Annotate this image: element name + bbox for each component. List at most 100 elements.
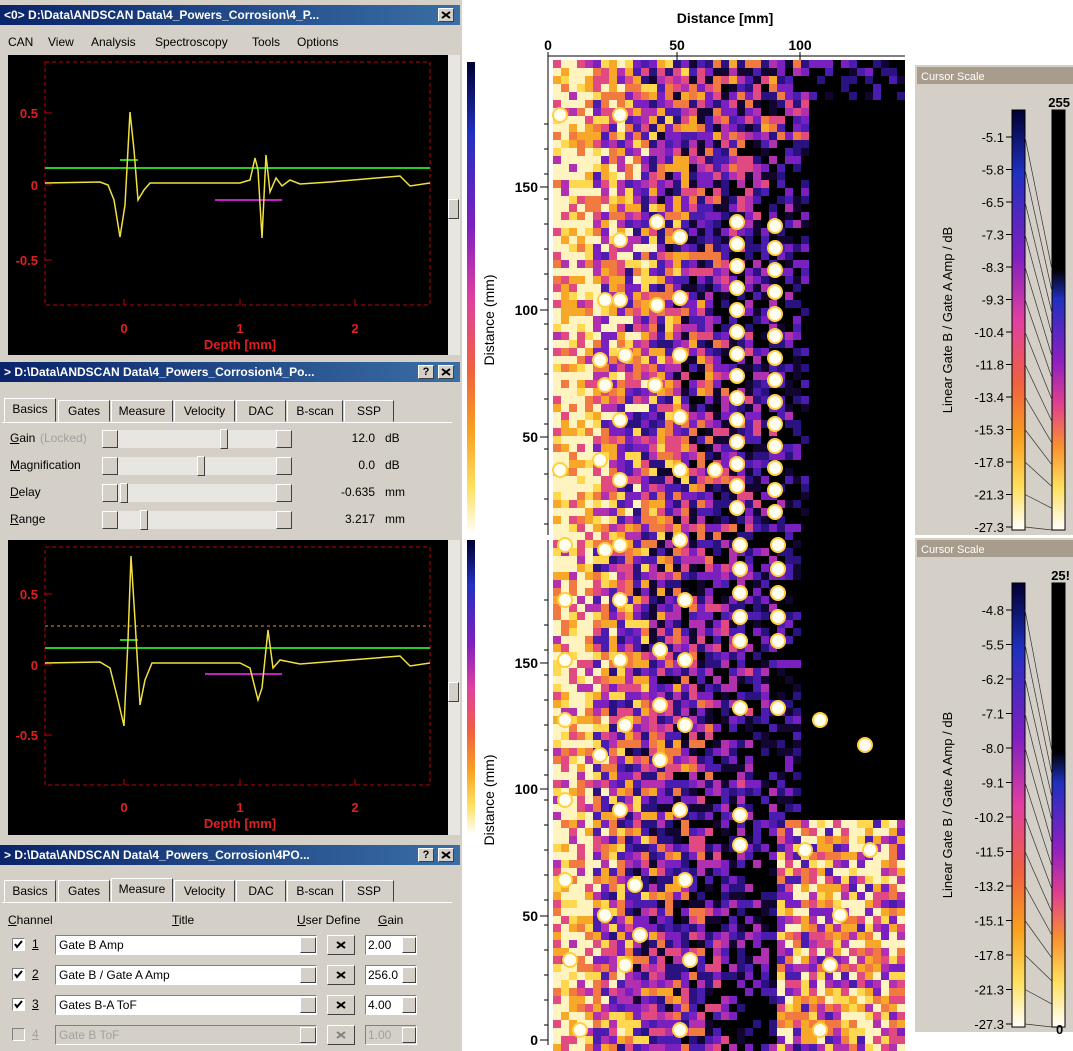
combo-arrow[interactable]: [402, 997, 416, 1013]
checkbox[interactable]: [12, 998, 25, 1011]
cscan-pixel: [817, 756, 825, 764]
slider-track[interactable]: [118, 484, 278, 502]
slider-left[interactable]: [102, 430, 118, 448]
help-button[interactable]: ?: [418, 848, 434, 862]
tab[interactable]: SSP: [344, 400, 394, 422]
combo-arrow[interactable]: [402, 937, 416, 953]
cscan-pixel: [593, 868, 601, 876]
cscan-pixel: [889, 164, 897, 172]
tab[interactable]: Measure: [111, 878, 173, 902]
cscan-pixel: [585, 428, 593, 436]
cscan-pixel: [617, 852, 625, 860]
menu-item[interactable]: Tools: [252, 35, 280, 49]
cscan-pixel: [689, 484, 697, 492]
scroll-thumb[interactable]: [448, 682, 459, 702]
slider-left[interactable]: [102, 457, 118, 475]
cscan-pixel: [553, 692, 561, 700]
cscan-pixel: [665, 404, 673, 412]
cscan-pixel: [865, 596, 873, 604]
cscan-pixel: [641, 212, 649, 220]
user-define-button[interactable]: [327, 995, 355, 1015]
tab[interactable]: DAC: [236, 400, 286, 422]
slider-thumb[interactable]: [197, 456, 205, 476]
title-combo[interactable]: Gate B / Gate A Amp: [55, 965, 317, 985]
slider-left[interactable]: [102, 511, 118, 529]
cscan-pixel: [633, 820, 641, 828]
cscan-pixel: [625, 276, 633, 284]
cscan-pixel: [897, 860, 905, 868]
combo-arrow[interactable]: [300, 937, 316, 953]
tab[interactable]: Measure: [111, 400, 173, 422]
menu-item[interactable]: Spectroscopy: [155, 35, 228, 49]
close-button[interactable]: [438, 848, 454, 862]
tab[interactable]: B-scan: [287, 400, 343, 422]
slider-track[interactable]: [118, 430, 278, 448]
cscan-pixel: [721, 492, 729, 500]
title-combo[interactable]: Gate B Amp: [55, 935, 317, 955]
tab[interactable]: SSP: [344, 880, 394, 902]
slider-right[interactable]: [276, 430, 292, 448]
cscan-pixel: [889, 916, 897, 924]
cscan-pixel: [681, 500, 689, 508]
cscan-pixel: [593, 428, 601, 436]
slider-left[interactable]: [102, 484, 118, 502]
gain-combo[interactable]: 2.00: [365, 935, 417, 955]
menu-item[interactable]: CAN: [8, 35, 33, 49]
cscan-pixel: [865, 284, 873, 292]
title-combo[interactable]: Gates B-A ToF: [55, 995, 317, 1015]
cscan-pixel: [577, 900, 585, 908]
tab[interactable]: Gates: [58, 400, 110, 422]
scroll-thumb[interactable]: [448, 199, 459, 219]
slider-thumb[interactable]: [220, 429, 228, 449]
gain-combo[interactable]: 4.00: [365, 995, 417, 1015]
cscan-pixel: [833, 652, 841, 660]
cscan-pixel: [817, 772, 825, 780]
slider-right[interactable]: [276, 484, 292, 502]
cscan-pixel: [553, 252, 561, 260]
tab[interactable]: B-scan: [287, 880, 343, 902]
slider-thumb[interactable]: [120, 483, 128, 503]
tab[interactable]: Velocity: [174, 400, 235, 422]
combo-arrow[interactable]: [402, 967, 416, 983]
cscan-pixel: [777, 900, 785, 908]
cscan-pixel: [697, 436, 705, 444]
gain-combo[interactable]: 256.0: [365, 965, 417, 985]
cscan-pixel: [769, 804, 777, 812]
tab[interactable]: Velocity: [174, 880, 235, 902]
slider-right[interactable]: [276, 457, 292, 475]
menu-item[interactable]: Analysis: [91, 35, 136, 49]
menu-item[interactable]: Options: [297, 35, 338, 49]
tab[interactable]: Basics: [4, 398, 56, 422]
checkbox[interactable]: [12, 968, 25, 981]
tab[interactable]: DAC: [236, 880, 286, 902]
combo-arrow[interactable]: [300, 967, 316, 983]
user-define-button[interactable]: [327, 965, 355, 985]
combo-arrow: [300, 1027, 316, 1043]
cscan-pixel: [569, 476, 577, 484]
cscan-pixel: [793, 644, 801, 652]
cscan-pixel: [713, 748, 721, 756]
cscan-pixel: [897, 116, 905, 124]
cscan-pixel: [745, 380, 753, 388]
cscan-pixel: [801, 460, 809, 468]
close-button[interactable]: [438, 8, 454, 22]
slider-thumb[interactable]: [140, 510, 148, 530]
cscan-pixel: [705, 204, 713, 212]
cscan-pixel: [561, 908, 569, 916]
cscan-pixel: [697, 500, 705, 508]
cscan-pixel: [753, 564, 761, 572]
slider-right[interactable]: [276, 511, 292, 529]
menu-item[interactable]: View: [48, 35, 74, 49]
cscan-pixel: [593, 892, 601, 900]
help-button[interactable]: ?: [418, 365, 434, 379]
tab[interactable]: Basics: [4, 880, 56, 902]
user-define-button[interactable]: [327, 935, 355, 955]
combo-arrow[interactable]: [300, 997, 316, 1013]
tab[interactable]: Gates: [58, 880, 110, 902]
cscan-pixel: [841, 612, 849, 620]
cscan-pixel: [881, 580, 889, 588]
cscan-pixel: [689, 748, 697, 756]
checkbox[interactable]: [12, 938, 25, 951]
close-button[interactable]: [438, 365, 454, 379]
cscan-pixel: [577, 692, 585, 700]
